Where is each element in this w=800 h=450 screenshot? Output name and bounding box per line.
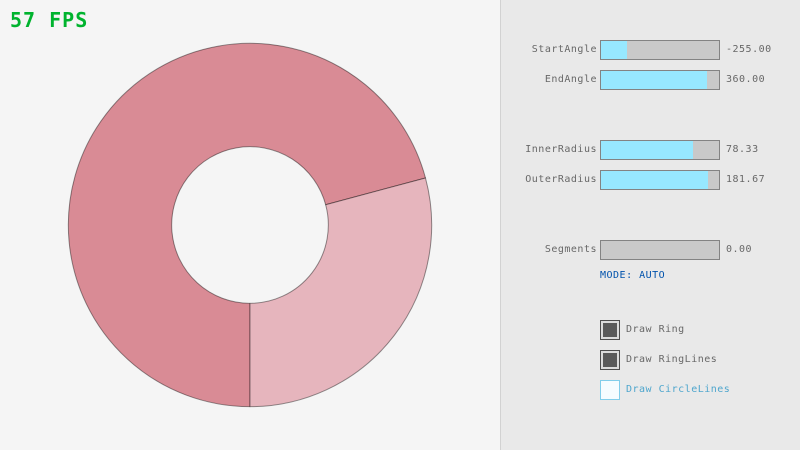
- draw-circlelines-checkbox[interactable]: [600, 380, 620, 400]
- endangle-value: 360.00: [726, 74, 766, 85]
- startangle-slider-fill: [601, 41, 627, 59]
- segments-value: 0.00: [726, 244, 753, 255]
- ring-chart: [67, 42, 433, 408]
- endangle-label: EndAngle: [544, 74, 597, 85]
- draw-circlelines-checkbox-row: Draw CircleLines: [600, 380, 730, 400]
- segments-slider[interactable]: [600, 240, 720, 260]
- fps-counter: 57 FPS: [10, 8, 89, 32]
- draw-ring-label: Draw Ring: [626, 324, 685, 335]
- outerradius-slider-fill: [601, 171, 709, 189]
- innerradius-label: InnerRadius: [525, 144, 597, 155]
- startangle-slider[interactable]: [600, 40, 720, 60]
- ring-overlap-sector: [67, 42, 427, 408]
- ring-single-sector: [249, 177, 433, 408]
- draw-ringlines-checkbox[interactable]: [600, 350, 620, 370]
- mode-text: MODE: AUTO: [600, 270, 666, 281]
- endangle-slider-fill: [601, 71, 708, 89]
- draw-ring-checkbox-row: Draw Ring: [600, 320, 685, 340]
- startangle-label: StartAngle: [531, 44, 597, 55]
- startangle-value: -255.00: [726, 44, 772, 55]
- innerradius-slider-fill: [601, 141, 694, 159]
- segments-label: Segments: [544, 244, 597, 255]
- draw-ringlines-label: Draw RingLines: [626, 354, 718, 365]
- outerradius-slider[interactable]: [600, 170, 720, 190]
- innerradius-slider[interactable]: [600, 140, 720, 160]
- innerradius-value: 78.33: [726, 144, 759, 155]
- draw-circlelines-label: Draw CircleLines: [626, 384, 731, 395]
- draw-ringlines-checkbox-row: Draw RingLines: [600, 350, 717, 370]
- endangle-slider[interactable]: [600, 70, 720, 90]
- outerradius-value: 181.67: [726, 174, 766, 185]
- draw-ring-checkbox[interactable]: [600, 320, 620, 340]
- outerradius-label: OuterRadius: [525, 174, 597, 185]
